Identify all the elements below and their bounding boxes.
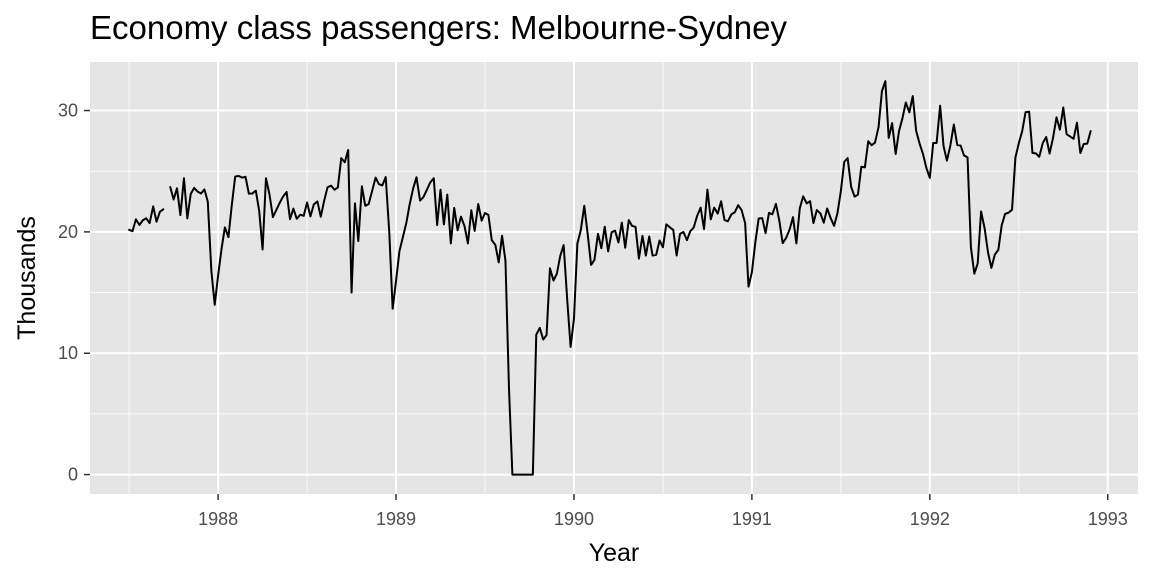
x-tick-label: 1988: [198, 509, 238, 529]
y-tick-label: 10: [58, 343, 78, 363]
x-tick-label: 1993: [1088, 509, 1128, 529]
chart-title: Economy class passengers: Melbourne-Sydn…: [90, 9, 788, 46]
plot-panel: [90, 62, 1138, 494]
y-axis-ticks: 0 10 20 30: [58, 101, 90, 485]
minor-gridlines: [90, 62, 1138, 494]
x-tick-label: 1992: [910, 509, 950, 529]
y-tick-label: 20: [58, 222, 78, 242]
x-tick-label: 1989: [376, 509, 416, 529]
x-axis-title: Year: [589, 539, 640, 567]
y-axis-title: Thousands: [13, 216, 41, 340]
series-line: [128, 80, 1092, 476]
x-tick-label: 1990: [554, 509, 594, 529]
x-tick-label: 1991: [732, 509, 772, 529]
x-axis-ticks: 1988 1989 1990 1991 1992 1993: [198, 494, 1128, 529]
y-tick-label: 30: [58, 101, 78, 121]
y-tick-label: 0: [68, 465, 78, 485]
